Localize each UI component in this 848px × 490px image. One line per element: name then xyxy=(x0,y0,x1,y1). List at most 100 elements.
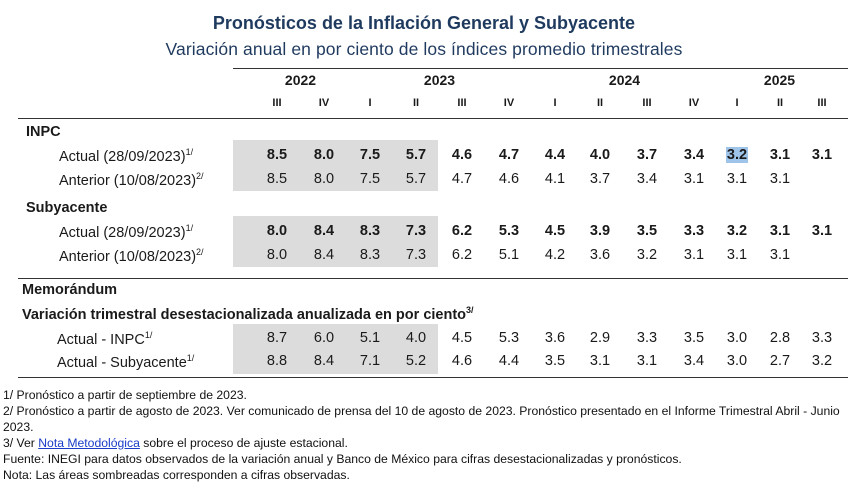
table-cell: 4.4 xyxy=(544,147,566,163)
header-rule xyxy=(18,118,848,119)
footnote-3-suffix: sobre el proceso de ajuste estacional. xyxy=(139,436,348,450)
table-cell: 2.8 xyxy=(769,330,791,346)
table-cell: 8.4 xyxy=(313,223,335,239)
table-cell: 3.5 xyxy=(683,330,705,346)
table-cell: 4.7 xyxy=(498,147,520,163)
row-footnote-ref: 2/ xyxy=(196,247,204,257)
table-cell: 2.7 xyxy=(769,353,791,369)
table-cell: 3.6 xyxy=(589,247,611,263)
row-footnote-ref: 1/ xyxy=(186,353,195,363)
table-cell: 3.1 xyxy=(769,171,791,187)
table-cell: 7.5 xyxy=(359,171,381,187)
table-cell: 3.1 xyxy=(811,223,833,239)
row-label: Anterior (10/08/2023)2/ xyxy=(59,247,204,265)
row-footnote-ref: 1/ xyxy=(185,223,194,233)
section-inpc: INPC xyxy=(26,124,61,140)
table-cell: 5.1 xyxy=(498,247,520,263)
shaded-observed-memo xyxy=(233,324,438,374)
nota-metodologica-link[interactable]: Nota Metodológica xyxy=(38,436,140,450)
row-footnote-ref: 1/ xyxy=(144,330,153,340)
shaded-observed-inpc xyxy=(233,140,438,191)
table-cell: 8.0 xyxy=(266,247,288,263)
section-memorandum: Memorándum xyxy=(22,282,118,298)
table-cell: 8.0 xyxy=(313,147,335,163)
highlighted-value: 3.2 xyxy=(725,147,749,163)
row-label: Actual - Subyacente1/ xyxy=(57,353,195,371)
table-cell: 4.6 xyxy=(451,147,473,163)
year-header-2025: 2025 xyxy=(763,72,796,88)
quarter-header: II xyxy=(596,97,604,109)
table-cell: 5.2 xyxy=(405,353,427,369)
table-cell: 3.2 xyxy=(715,147,759,163)
table-cell: 8.3 xyxy=(359,223,381,239)
table-cell: 3.1 xyxy=(769,223,791,239)
shading-note: Nota: Las áreas sombreadas corresponden … xyxy=(3,468,350,482)
table-cell: 8.5 xyxy=(266,147,288,163)
table-cell: 3.1 xyxy=(683,171,705,187)
table-cell: 7.1 xyxy=(359,353,381,369)
table-cell: 3.3 xyxy=(636,330,658,346)
table-cell: 3.2 xyxy=(811,353,833,369)
table-cell: 8.0 xyxy=(266,223,288,239)
table-cell: 3.4 xyxy=(683,147,705,163)
table-cell: 7.5 xyxy=(359,147,381,163)
table-cell: 7.3 xyxy=(405,223,427,239)
quarter-header: III xyxy=(272,97,282,109)
table-cell: 3.1 xyxy=(726,171,748,187)
table-cell: 8.7 xyxy=(266,330,288,346)
year-header-2022: 2022 xyxy=(284,72,317,88)
section-desestacionalizada: Variación trimestral desestacionalizada … xyxy=(22,305,474,323)
table-cell: 4.4 xyxy=(498,353,520,369)
table-cell: 4.0 xyxy=(589,147,611,163)
row-label: Actual (28/09/2023)1/ xyxy=(59,223,194,241)
table-cell: 4.5 xyxy=(451,330,473,346)
table-cell: 5.7 xyxy=(405,171,427,187)
source-note: Fuente: INEGI para datos observados de l… xyxy=(3,452,682,466)
shaded-observed-subyacente xyxy=(233,216,438,267)
table-cell: 8.8 xyxy=(266,353,288,369)
table-cell: 3.5 xyxy=(544,353,566,369)
bottom-rule xyxy=(18,377,848,378)
table-cell: 3.1 xyxy=(589,353,611,369)
quarter-header: III xyxy=(457,97,467,109)
table-cell: 3.7 xyxy=(636,147,658,163)
quarter-header: IV xyxy=(688,97,700,109)
table-cell: 4.2 xyxy=(544,247,566,263)
table-cell: 6.2 xyxy=(451,247,473,263)
quarter-header: II xyxy=(412,97,420,109)
table-cell: 3.3 xyxy=(811,330,833,346)
footnote-3-prefix: 3/ Ver xyxy=(3,436,39,450)
table-cell: 3.1 xyxy=(811,147,833,163)
memo-rule xyxy=(18,278,848,279)
table-cell: 6.0 xyxy=(313,330,335,346)
quarter-header: I xyxy=(735,97,739,109)
page-subtitle: Variación anual en por ciento de los índ… xyxy=(165,39,683,59)
table-cell: 8.5 xyxy=(266,171,288,187)
table-cell: 3.6 xyxy=(544,330,566,346)
table-cell: 3.0 xyxy=(726,353,748,369)
footnote-3: 3/ Ver Nota Metodológica sobre el proces… xyxy=(3,435,848,451)
footnote-2: 2/ Pronóstico a partir de agosto de 2023… xyxy=(3,404,840,434)
table-cell: 8.4 xyxy=(313,353,335,369)
table-cell: 3.4 xyxy=(683,353,705,369)
table-cell: 8.0 xyxy=(313,171,335,187)
quarter-header: I xyxy=(553,97,557,109)
table-cell: 4.0 xyxy=(405,330,427,346)
table-cell: 3.1 xyxy=(769,147,791,163)
table-cell: 3.9 xyxy=(589,223,611,239)
table-cell: 3.1 xyxy=(726,247,748,263)
table-cell: 3.0 xyxy=(726,330,748,346)
table-cell: 3.1 xyxy=(636,353,658,369)
table-cell: 4.1 xyxy=(544,171,566,187)
table-cell: 7.3 xyxy=(405,247,427,263)
quarter-header: IV xyxy=(318,97,330,109)
table-cell: 3.4 xyxy=(636,171,658,187)
table-cell: 3.3 xyxy=(683,223,705,239)
desest-footnote-ref: 3/ xyxy=(466,305,474,315)
table-cell: 4.5 xyxy=(544,223,566,239)
quarter-header: I xyxy=(368,97,372,109)
quarter-header: III xyxy=(642,97,652,109)
table-cell: 2.9 xyxy=(589,330,611,346)
table-cell: 8.4 xyxy=(313,247,335,263)
table-cell: 5.1 xyxy=(359,330,381,346)
